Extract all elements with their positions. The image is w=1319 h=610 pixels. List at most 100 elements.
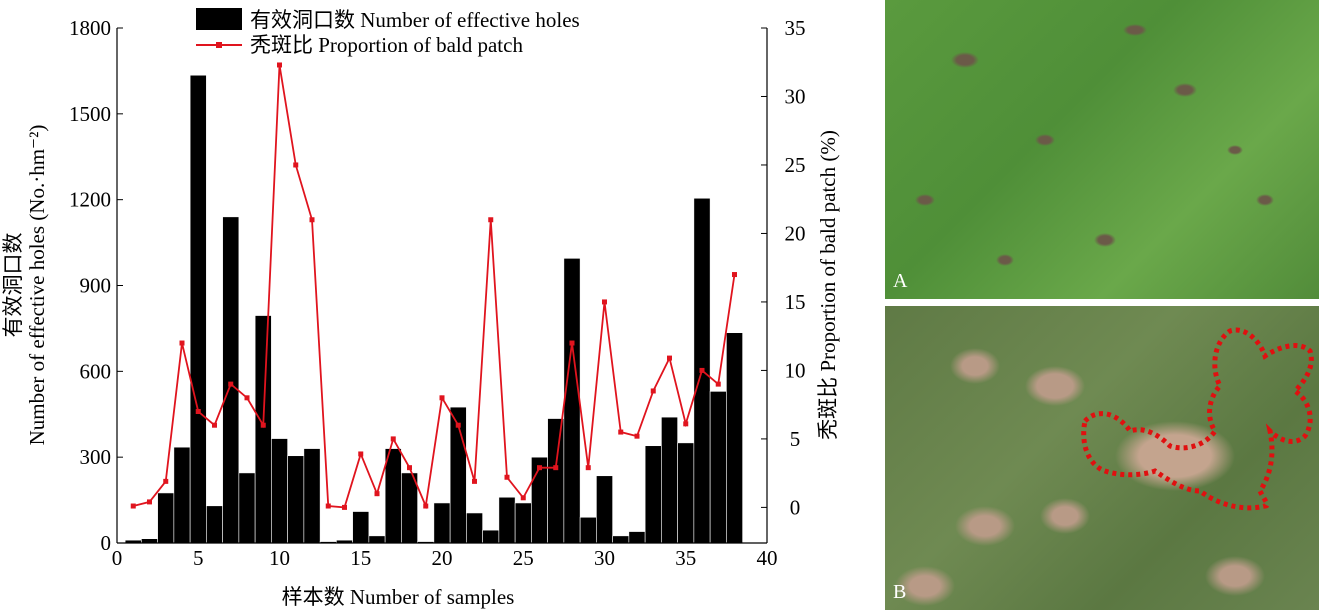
bar [514,502,532,544]
bar [141,538,158,544]
bar [271,438,288,544]
line-point [504,474,510,480]
bar [726,332,743,544]
photo-a-label: A [893,270,908,292]
x-tick-label: 25 [513,546,534,570]
bar [579,516,597,544]
bar [596,475,613,544]
y-tick-label: 900 [80,274,112,298]
bar [709,391,727,544]
line-point [147,499,152,505]
line-point [309,217,315,223]
line-point [667,355,672,361]
x-tick-label: 35 [675,546,696,570]
x-tick-label: 15 [350,546,371,570]
bar [677,442,695,544]
line-point [260,422,266,428]
line-point [212,422,217,428]
line-point [569,340,575,346]
line-point [163,478,169,484]
bar [466,512,483,544]
x-axis-label: 样本数 Number of samples [282,585,515,609]
bar [401,472,418,544]
bar [384,448,402,544]
line-point [650,388,656,394]
bar [254,315,272,544]
bar [661,416,678,544]
line-series [130,62,737,510]
bar [498,496,516,544]
line-point [195,409,201,415]
y2-tick-label: 0 [790,495,801,519]
x-tick-label: 40 [757,546,778,570]
y-axis-label-cn: 有效洞口数 [1,233,25,338]
legend-line-label: 秃斑比 Proportion of bald patch [250,33,523,57]
line-point [715,381,721,387]
bars [124,74,743,544]
line-point [358,451,364,457]
y2-tick-label: 35 [785,16,806,40]
photo-a: A [885,0,1319,299]
x-tick-label: 30 [594,546,615,570]
line-point [585,465,591,471]
bar [238,472,256,544]
y2-axis-label: 秃斑比 Proportion of bald patch (%) [816,130,840,440]
line-point [277,62,282,68]
bar [563,258,581,544]
bar [612,535,630,544]
bar [433,502,451,544]
y-tick-label: 300 [80,445,112,469]
bar [482,529,500,544]
line-point [130,503,136,509]
x-tick-label: 5 [193,546,204,570]
line-point [228,381,234,387]
line-point [407,465,412,471]
line-point [423,503,429,509]
line-point [520,495,526,501]
line-point [325,503,331,509]
ticks: 0 5 10 15 20 25 30 35 40 0 300 600 900 1200 1500 1800 0 5… [69,16,806,570]
y2-tick-label: 15 [785,290,806,314]
line-point [390,436,396,442]
y-tick-label: 1200 [69,188,111,212]
bar [206,505,223,544]
proportion-line [133,64,736,510]
bar [173,446,191,544]
bar [157,492,175,544]
bar [368,535,386,544]
line-point [439,395,445,401]
x-tick-label: 0 [112,546,123,570]
legend: 有效洞口数 Number of effective holes 秃斑比 Prop… [196,8,580,57]
x-tick-label: 10 [269,546,290,570]
line-point [618,429,624,435]
x-tick-label: 20 [432,546,453,570]
line-point [455,422,461,428]
y-tick-label: 0 [101,531,112,555]
line-point [732,272,737,278]
line-point [472,478,477,484]
line-point [683,421,689,427]
bar [222,216,240,544]
bar [303,448,321,544]
line-point [342,504,347,510]
line-point [244,395,250,401]
bald-patch-outline [1081,327,1314,511]
legend-bar-swatch [196,8,242,30]
bar [287,455,305,544]
combo-chart: 0 5 10 15 20 25 30 35 40 0 300 600 900 1200 1500 1800 0 5… [1,8,840,609]
legend-bar-label: 有效洞口数 Number of effective holes [250,8,580,32]
line-point [699,367,705,373]
y2-tick-label: 5 [790,427,801,451]
y2-tick-label: 25 [785,153,806,177]
line-point [602,299,607,305]
line-point [553,465,559,471]
bar [547,418,565,544]
line-point [293,162,299,168]
photo-b: B [885,306,1319,610]
line-point [537,465,542,471]
y-tick-label: 1500 [69,102,111,126]
line-point [179,340,185,346]
y-tick-label: 600 [80,359,112,383]
y2-tick-label: 20 [785,221,806,245]
bar [189,74,207,544]
